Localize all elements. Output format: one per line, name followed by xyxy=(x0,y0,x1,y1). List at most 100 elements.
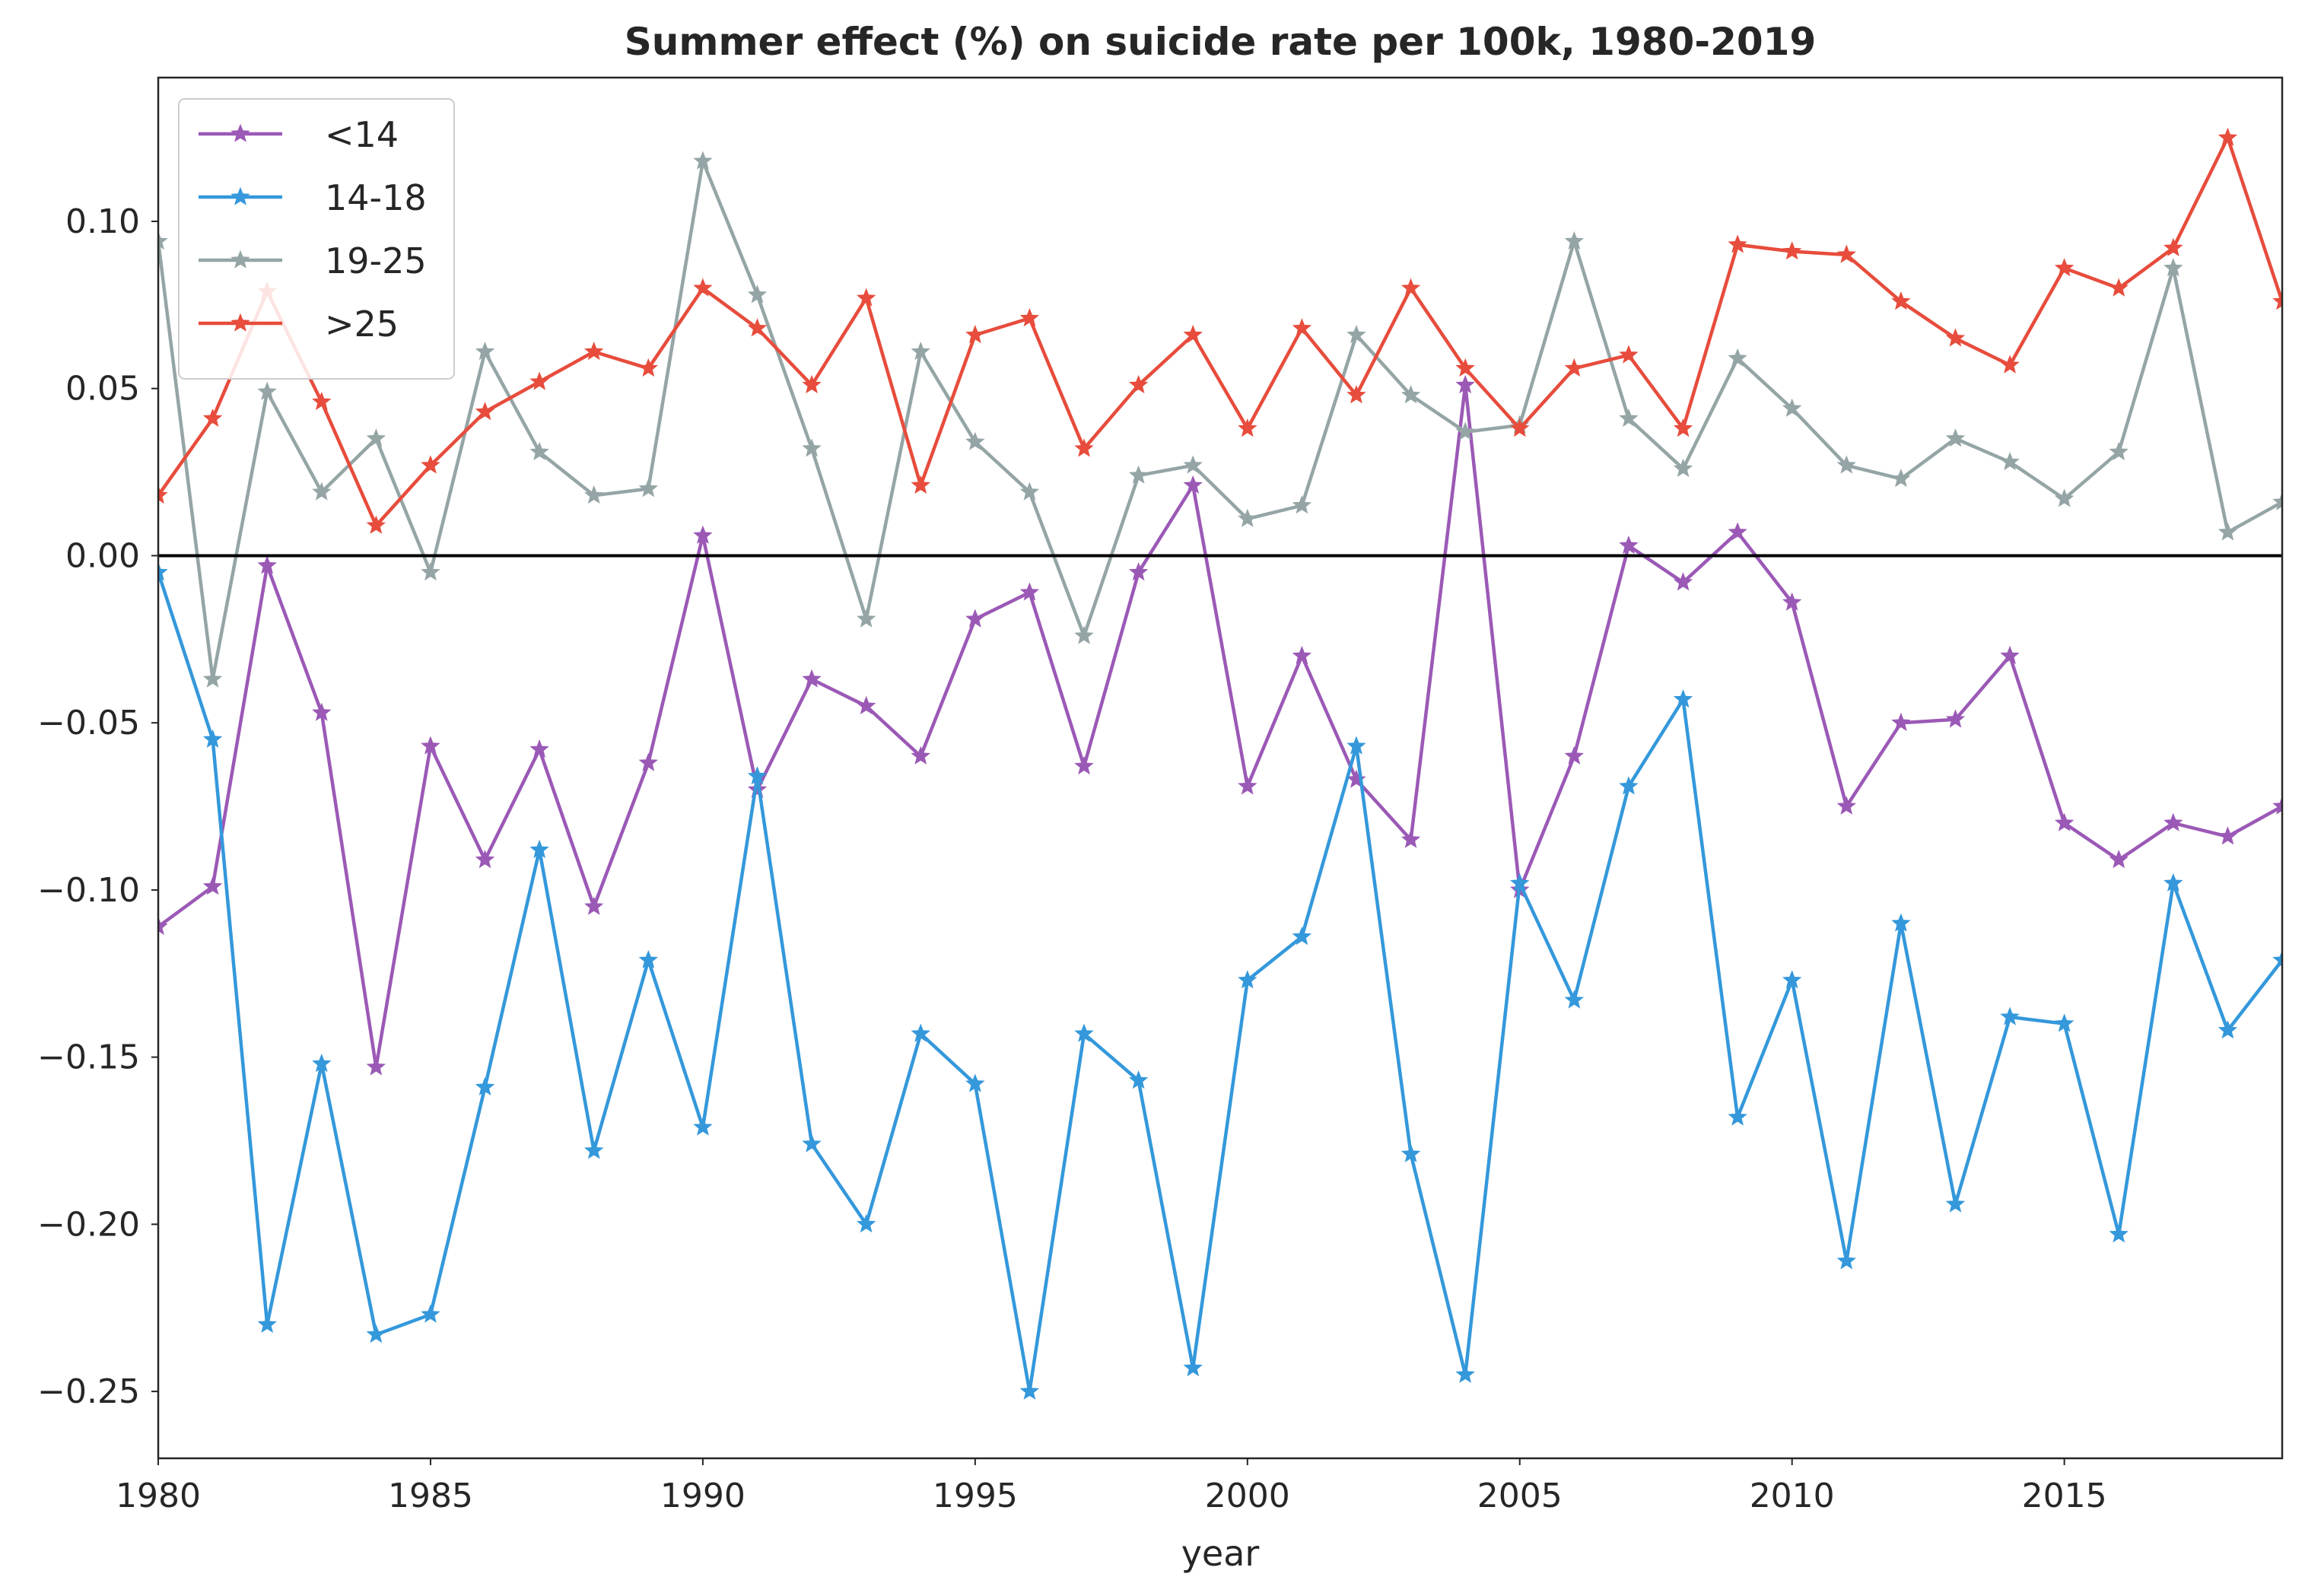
data-point xyxy=(475,1076,495,1096)
legend-box xyxy=(178,98,455,380)
x-tick-label: 2015 xyxy=(2022,1477,2107,1515)
data-point xyxy=(257,381,277,400)
data-point xyxy=(421,562,440,581)
legend: <14 14-18 19-25 >25 xyxy=(178,98,455,380)
data-point xyxy=(1128,465,1149,484)
data-point xyxy=(1782,970,1802,989)
data-point xyxy=(857,695,876,715)
data-point xyxy=(583,896,604,915)
data-point xyxy=(1238,418,1257,437)
chart-title: Summer effect (%) on suicide rate per 10… xyxy=(625,20,1816,64)
data-point xyxy=(1074,755,1094,775)
data-point xyxy=(2054,812,2074,831)
data-point xyxy=(1346,736,1366,755)
plot-frame xyxy=(157,76,2284,1460)
y-tick-label: 0.10 xyxy=(65,202,140,241)
data-point xyxy=(158,916,168,936)
data-point xyxy=(1074,438,1094,457)
x-axis-label: year xyxy=(1181,1533,1260,1574)
data-point xyxy=(2218,826,2238,845)
data-point xyxy=(1238,970,1257,989)
legend-label: 14-18 xyxy=(325,177,427,218)
data-point xyxy=(2109,441,2129,461)
data-point xyxy=(1346,769,1366,788)
data-point xyxy=(1728,522,1747,541)
data-point xyxy=(2218,127,2238,146)
data-point xyxy=(1945,428,1966,447)
data-point xyxy=(2164,812,2183,831)
data-point xyxy=(1019,1381,1040,1400)
data-point xyxy=(2109,278,2129,297)
data-point xyxy=(1128,374,1149,394)
data-point xyxy=(312,702,332,721)
data-point xyxy=(1019,482,1040,501)
data-point xyxy=(1128,1070,1149,1089)
data-point xyxy=(1074,625,1094,644)
legend-swatch-marker xyxy=(230,123,250,142)
data-point xyxy=(1673,572,1693,591)
data-point xyxy=(1564,358,1584,377)
data-point xyxy=(1782,592,1802,611)
data-point xyxy=(421,736,440,755)
data-point xyxy=(475,342,495,361)
y-tick-label: 0.00 xyxy=(65,536,140,575)
data-point xyxy=(202,408,223,428)
y-tick-label: 0.05 xyxy=(65,370,140,409)
data-point xyxy=(965,325,985,344)
x-tick-label: 1990 xyxy=(660,1477,746,1515)
data-point xyxy=(421,1304,440,1323)
data-point xyxy=(857,609,876,628)
data-point xyxy=(1400,385,1421,404)
data-point xyxy=(1238,776,1257,795)
data-point xyxy=(1619,776,1639,795)
data-point xyxy=(158,485,168,504)
data-point xyxy=(1292,645,1312,665)
y-tick-label: −0.05 xyxy=(37,704,140,742)
data-point xyxy=(1183,475,1203,494)
data-point xyxy=(2109,850,2129,869)
data-point xyxy=(747,779,768,798)
x-tick-label: 2010 xyxy=(1750,1477,1835,1515)
legend-label: <14 xyxy=(325,114,399,155)
data-point xyxy=(1945,709,1966,728)
data-point xyxy=(583,342,604,361)
data-point xyxy=(693,151,713,170)
data-point xyxy=(1564,746,1584,765)
legend-swatch-marker xyxy=(230,186,250,205)
data-point xyxy=(366,428,386,447)
data-point xyxy=(1019,308,1040,327)
data-point xyxy=(802,374,822,394)
data-point xyxy=(1346,325,1366,344)
data-point xyxy=(1455,1364,1475,1383)
data-point xyxy=(911,475,930,494)
data-point xyxy=(693,278,713,297)
data-point xyxy=(638,949,658,969)
data-point xyxy=(1509,873,1530,892)
data-point xyxy=(2164,258,2183,277)
data-point xyxy=(366,1324,386,1343)
data-point xyxy=(1836,1251,1857,1270)
data-point xyxy=(1238,508,1257,527)
data-point xyxy=(366,1057,386,1076)
data-point xyxy=(2272,491,2282,510)
data-point xyxy=(965,1073,985,1092)
data-point xyxy=(2272,949,2282,969)
data-point xyxy=(529,839,549,859)
data-point xyxy=(1183,325,1203,344)
data-point xyxy=(2054,488,2074,507)
data-point xyxy=(1400,1143,1421,1162)
data-point xyxy=(202,876,223,895)
data-point xyxy=(1619,345,1639,364)
data-point xyxy=(857,288,876,307)
data-point xyxy=(693,525,713,544)
data-point xyxy=(747,318,768,337)
data-point xyxy=(2272,796,2282,815)
data-point xyxy=(312,482,332,501)
data-point xyxy=(2164,237,2183,256)
data-point xyxy=(1836,244,1857,263)
series-line-2 xyxy=(158,571,2282,1394)
data-point xyxy=(1945,1194,1966,1213)
data-point xyxy=(1891,469,1911,488)
data-point xyxy=(638,358,658,377)
